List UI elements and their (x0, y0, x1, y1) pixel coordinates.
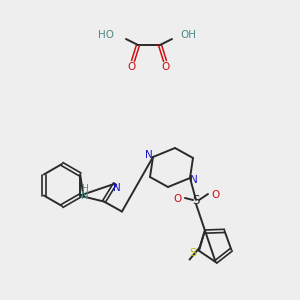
Text: N: N (190, 175, 198, 185)
Text: N: N (81, 190, 88, 200)
Text: O: O (128, 62, 136, 72)
Text: O: O (173, 194, 181, 204)
Text: S: S (192, 194, 200, 206)
Text: H: H (81, 184, 88, 193)
Text: HO: HO (98, 30, 114, 40)
Text: O: O (212, 190, 220, 200)
Text: O: O (162, 62, 170, 72)
Text: OH: OH (180, 30, 196, 40)
Text: N: N (113, 183, 121, 193)
Text: S: S (190, 248, 196, 258)
Text: N: N (145, 150, 153, 160)
